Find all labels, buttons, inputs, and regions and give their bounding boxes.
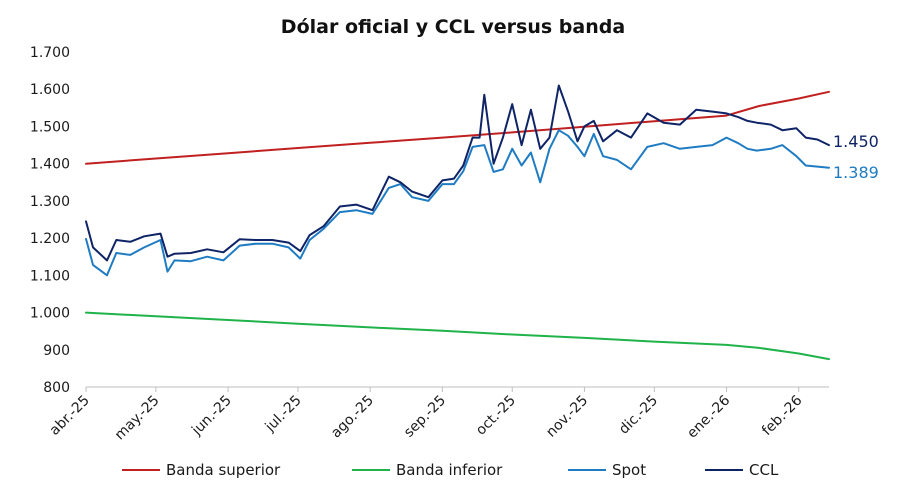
legend-label: Banda superior xyxy=(166,461,281,479)
legend-item-banda-inferior: Banda inferior xyxy=(352,461,502,479)
y-tick-label: 1.200 xyxy=(30,231,70,247)
series-line-ccl xyxy=(85,84,830,262)
y-tick-label: 1.600 xyxy=(30,82,70,98)
legend-item-spot: Spot xyxy=(568,461,646,479)
x-tick-label: oct.-25 xyxy=(473,393,519,439)
legend-swatch xyxy=(568,469,606,471)
y-tick-label: 1.000 xyxy=(30,306,70,322)
y-tick-label: 800 xyxy=(43,380,70,396)
x-tick-label: may.-25 xyxy=(112,393,163,444)
chart-legend: Banda superior Banda inferior Spot CCL xyxy=(0,461,906,485)
y-tick-label: 1.400 xyxy=(30,157,70,173)
chart-title: Dólar oficial y CCL versus banda xyxy=(280,16,626,38)
y-tick-label: 1.100 xyxy=(30,268,70,284)
legend-item-ccl: CCL xyxy=(705,461,778,479)
x-tick-label: jul.-25 xyxy=(262,393,305,436)
x-tick-label: dic.-25 xyxy=(616,393,661,438)
x-tick-label: abr.-25 xyxy=(47,393,93,439)
legend-swatch xyxy=(705,469,743,471)
legend-label: Banda inferior xyxy=(396,461,503,479)
legend-item-banda-superior: Banda superior xyxy=(122,461,280,479)
y-tick-label: 1.500 xyxy=(30,119,70,135)
end-value-label-spot: 1.389 xyxy=(833,163,879,182)
legend-swatch xyxy=(122,469,160,471)
x-tick-label: ene.-26 xyxy=(684,392,733,441)
legend-label: CCL xyxy=(749,461,779,479)
legend-label: Spot xyxy=(612,461,647,479)
y-tick-label: 900 xyxy=(43,343,70,359)
legend-swatch xyxy=(352,469,390,471)
x-tick-label: sep.-25 xyxy=(401,393,449,441)
y-tick-label: 1.300 xyxy=(30,194,70,210)
end-value-label-ccl: 1.450 xyxy=(833,132,879,151)
x-tick-label: ago.-25 xyxy=(328,393,377,442)
series-line-spot xyxy=(85,129,830,277)
series-line-banda-inferior xyxy=(85,311,830,361)
series-line-banda-superior xyxy=(85,90,830,165)
x-tick-label: feb.-26 xyxy=(759,392,806,439)
y-tick-label: 1.700 xyxy=(30,45,70,61)
x-tick-label: nov.-25 xyxy=(543,393,591,441)
x-tick-label: jun.-25 xyxy=(188,393,235,440)
